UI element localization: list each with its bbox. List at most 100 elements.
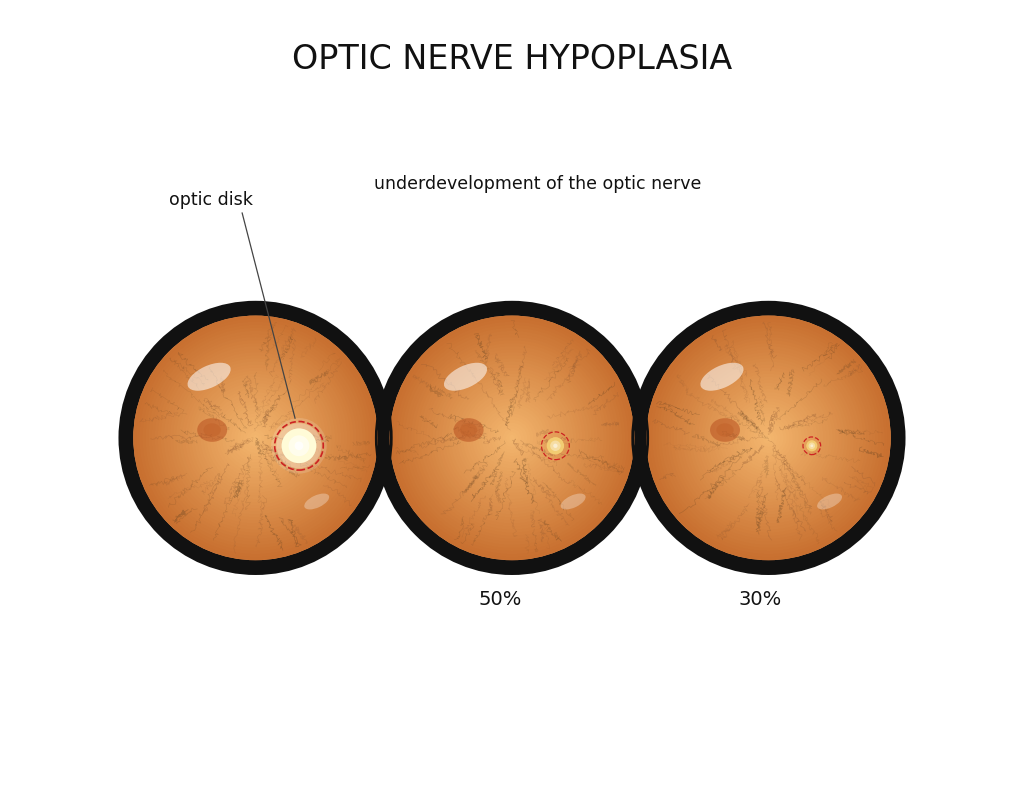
Circle shape [420, 346, 604, 529]
Circle shape [222, 404, 289, 472]
Circle shape [677, 346, 860, 529]
Circle shape [402, 328, 622, 548]
Circle shape [509, 435, 515, 441]
Text: underdevelopment of the optic nerve: underdevelopment of the optic nerve [374, 175, 701, 193]
Ellipse shape [304, 494, 329, 510]
Circle shape [390, 316, 634, 560]
Circle shape [744, 413, 793, 462]
Circle shape [376, 302, 648, 574]
Circle shape [225, 407, 286, 469]
Circle shape [655, 325, 882, 551]
Circle shape [717, 386, 820, 490]
Circle shape [234, 417, 276, 459]
Circle shape [411, 337, 613, 539]
Text: optic disk: optic disk [169, 191, 253, 209]
Circle shape [216, 398, 295, 477]
Circle shape [494, 420, 530, 456]
Circle shape [282, 428, 316, 463]
Circle shape [698, 368, 839, 508]
Ellipse shape [710, 418, 740, 442]
Circle shape [683, 352, 854, 524]
Ellipse shape [454, 418, 483, 442]
Circle shape [161, 343, 350, 533]
Circle shape [244, 426, 268, 450]
Ellipse shape [444, 363, 487, 391]
Circle shape [179, 361, 332, 514]
Circle shape [426, 352, 598, 524]
Circle shape [475, 402, 549, 474]
Circle shape [806, 440, 817, 451]
Circle shape [810, 444, 813, 447]
Circle shape [136, 319, 375, 557]
Circle shape [435, 361, 589, 514]
Circle shape [228, 410, 283, 466]
Circle shape [271, 418, 327, 473]
Circle shape [652, 322, 885, 554]
Circle shape [723, 392, 814, 484]
Circle shape [497, 423, 527, 453]
Circle shape [188, 371, 323, 505]
Circle shape [241, 423, 271, 453]
Circle shape [671, 340, 866, 536]
Circle shape [484, 410, 540, 466]
Circle shape [133, 316, 378, 560]
Circle shape [765, 435, 771, 441]
Circle shape [668, 337, 869, 539]
Circle shape [408, 334, 616, 542]
Circle shape [658, 328, 879, 548]
Circle shape [762, 432, 774, 444]
Ellipse shape [204, 423, 221, 437]
Circle shape [182, 365, 329, 511]
Circle shape [714, 383, 823, 493]
Circle shape [753, 423, 783, 453]
Ellipse shape [198, 418, 227, 442]
Circle shape [396, 322, 628, 554]
Circle shape [207, 389, 304, 487]
Circle shape [399, 325, 625, 551]
Circle shape [665, 334, 872, 542]
Circle shape [191, 374, 319, 502]
Circle shape [295, 442, 303, 450]
Text: 50%: 50% [478, 590, 522, 609]
Circle shape [809, 443, 815, 449]
Circle shape [547, 437, 564, 454]
Circle shape [649, 319, 888, 557]
Circle shape [404, 331, 620, 545]
Circle shape [414, 340, 610, 536]
Circle shape [120, 302, 391, 574]
Circle shape [503, 428, 521, 447]
Circle shape [158, 340, 353, 536]
Circle shape [231, 413, 280, 462]
Circle shape [633, 302, 904, 574]
Circle shape [490, 417, 534, 459]
Circle shape [164, 346, 347, 529]
Circle shape [806, 440, 817, 451]
Circle shape [472, 398, 552, 477]
Circle shape [662, 331, 876, 545]
Circle shape [460, 386, 564, 490]
Circle shape [457, 383, 567, 493]
Ellipse shape [700, 363, 743, 391]
Circle shape [201, 383, 310, 493]
Circle shape [390, 316, 634, 560]
Circle shape [417, 343, 607, 533]
Circle shape [148, 331, 362, 545]
Circle shape [210, 392, 301, 484]
Circle shape [547, 437, 564, 454]
Circle shape [711, 380, 826, 496]
Circle shape [741, 410, 796, 466]
Ellipse shape [460, 423, 477, 437]
Circle shape [708, 376, 829, 499]
Circle shape [213, 395, 298, 481]
Circle shape [748, 417, 790, 459]
Circle shape [176, 358, 335, 518]
Circle shape [729, 398, 808, 477]
Circle shape [705, 374, 833, 502]
Circle shape [506, 432, 518, 444]
Circle shape [692, 361, 845, 514]
Circle shape [195, 376, 316, 499]
Circle shape [550, 440, 560, 451]
Circle shape [133, 316, 378, 560]
Circle shape [253, 435, 259, 441]
Circle shape [167, 350, 344, 526]
